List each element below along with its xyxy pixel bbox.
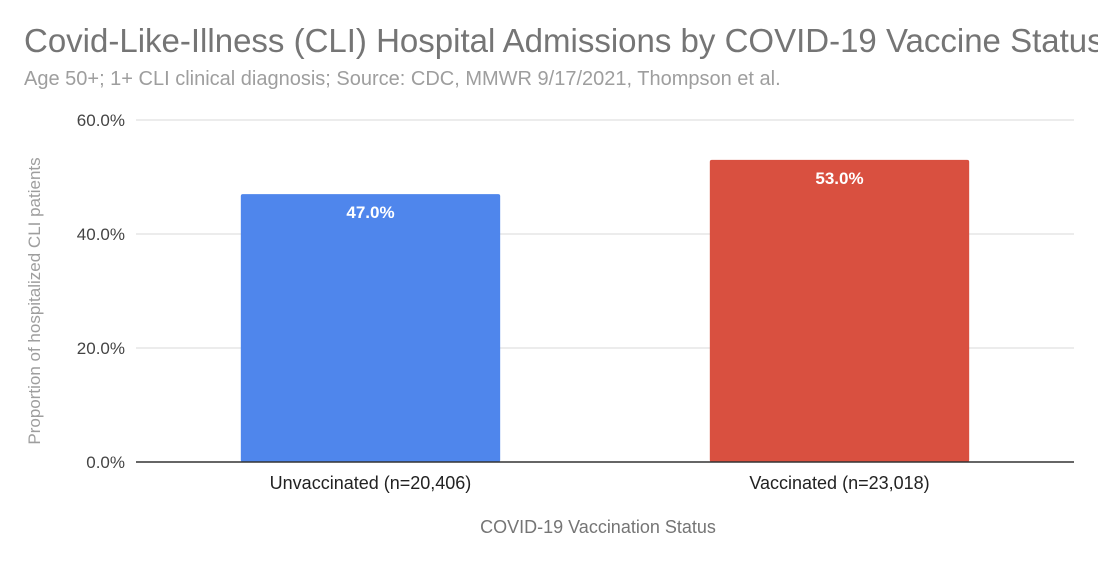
x-tick-label: Vaccinated (n=23,018) — [749, 473, 929, 493]
y-axis-title: Proportion of hospitalized CLI patients — [25, 157, 44, 444]
data-labels: 47.0% 53.0% — [346, 169, 863, 222]
chart-title: Covid-Like-Illness (CLI) Hospital Admiss… — [24, 22, 1098, 59]
x-tick-labels: Unvaccinated (n=20,406) Vaccinated (n=23,… — [270, 473, 930, 493]
y-tick-label: 20.0% — [77, 339, 125, 358]
chart-subtitle: Age 50+; 1+ CLI clinical diagnosis; Sour… — [24, 68, 781, 90]
data-label: 53.0% — [815, 169, 863, 188]
y-tick-label: 40.0% — [77, 225, 125, 244]
y-tick-label: 60.0% — [77, 111, 125, 130]
y-tick-label: 0.0% — [86, 453, 125, 472]
y-tick-labels: 0.0% 20.0% 40.0% 60.0% — [77, 111, 125, 472]
bar — [240, 194, 501, 462]
x-tick-label: Unvaccinated (n=20,406) — [270, 473, 472, 493]
data-label: 47.0% — [346, 203, 394, 222]
x-axis-title: COVID-19 Vaccination Status — [480, 517, 716, 537]
bar — [709, 159, 970, 462]
bars — [240, 159, 970, 462]
